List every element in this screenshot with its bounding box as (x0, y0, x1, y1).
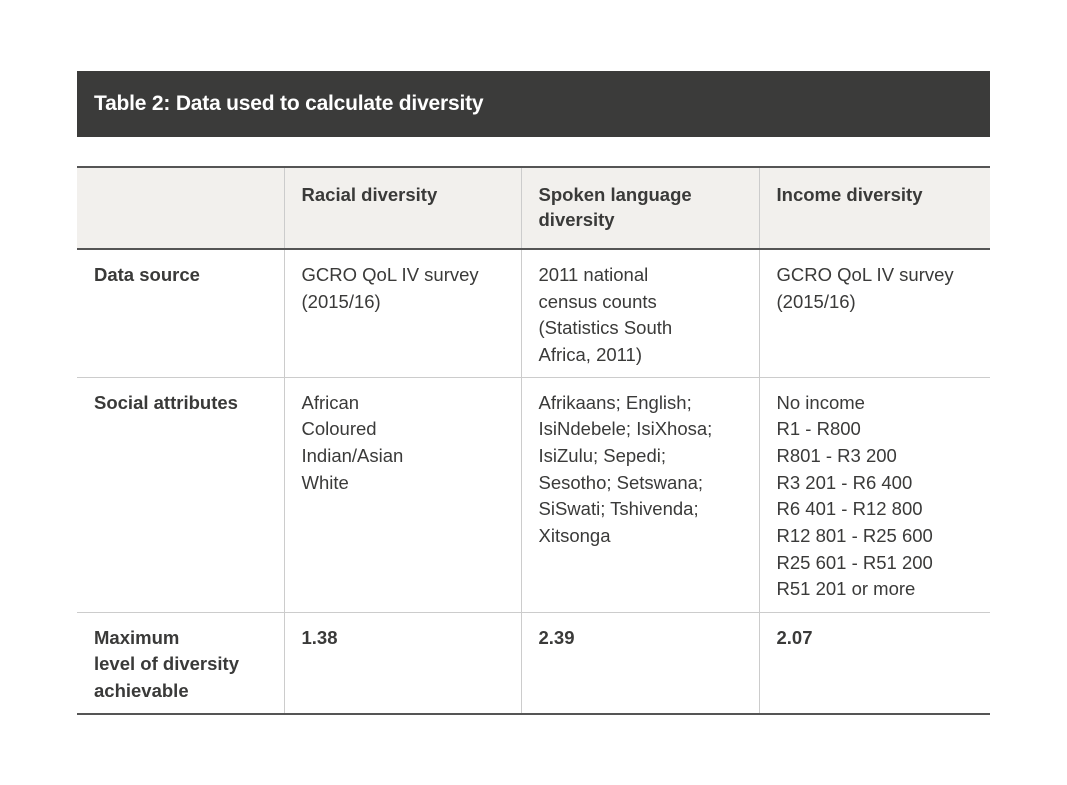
cell-line: (2015/16) (301, 290, 381, 312)
cell-max-income: 2.07 (758, 612, 990, 714)
racial-category: Coloured (301, 418, 377, 440)
header-income-diversity: Income diversity (758, 167, 990, 249)
language-list-line: IsiNdebele; IsiXhosa; (538, 418, 713, 440)
header-racial-diversity: Racial diversity (283, 167, 521, 249)
row-label-line: Maximum (94, 626, 180, 648)
racial-category: African (301, 391, 360, 413)
racial-category: Indian/Asian (301, 444, 404, 466)
cell-max-language: 2.39 (520, 612, 759, 714)
income-bracket: No income (776, 391, 865, 413)
cell-attributes-income: No income R1 - R800 R801 - R3 200 R3 201… (758, 377, 990, 612)
table-header-row: Racial diversity Spoken language diversi… (77, 167, 990, 249)
language-list-line: Xitsonga (538, 525, 611, 547)
income-bracket: R25 601 - R51 200 (776, 551, 933, 573)
row-label-social-attributes: Social attributes (94, 391, 238, 413)
table-row-data-source: Data source GCRO QoL IV survey (2015/16)… (77, 249, 990, 377)
income-bracket: R3 201 - R6 400 (776, 471, 913, 493)
cell-attributes-racial: African Coloured Indian/Asian White (283, 377, 521, 612)
language-list-line: SiSwati; Tshivenda; (538, 498, 699, 520)
cell-max-racial: 1.38 (283, 612, 521, 714)
table-title: Table 2: Data used to calculate diversit… (94, 92, 484, 115)
income-bracket: R12 801 - R25 600 (776, 525, 933, 547)
income-bracket: R1 - R800 (776, 418, 861, 440)
income-bracket: R51 201 or more (776, 578, 916, 600)
header-spoken-language-diversity: Spoken language diversity (520, 167, 759, 249)
cell-attributes-language: Afrikaans; English; IsiNdebele; IsiXhosa… (520, 377, 759, 612)
row-label-max-diversity: Maximum level of diversity achievable (77, 612, 284, 714)
cell-line: census counts (538, 290, 657, 312)
cell-data-source-racial: GCRO QoL IV survey (2015/16) (283, 249, 521, 377)
table-row-max-diversity: Maximum level of diversity achievable 1.… (77, 612, 990, 714)
row-label-line: level of diversity (94, 653, 239, 675)
cell-line: Africa, 2011) (538, 344, 643, 366)
cell-line: 2011 national (538, 264, 649, 285)
header-cell-empty (77, 167, 284, 249)
row-label-line: achievable (94, 679, 189, 701)
cell-data-source-income: GCRO QoL IV survey (2015/16) (758, 249, 990, 377)
income-bracket: R801 - R3 200 (776, 444, 897, 466)
diversity-data-table: Racial diversity Spoken language diversi… (77, 166, 990, 715)
cell-line: (2015/16) (776, 290, 856, 312)
cell-line: GCRO QoL IV survey (776, 264, 954, 285)
language-list-line: IsiZulu; Sepedi; (538, 444, 667, 466)
cell-data-source-language: 2011 national census counts (Statistics … (520, 249, 759, 377)
row-label-data-source: Data source (94, 264, 200, 285)
cell-line: GCRO QoL IV survey (301, 264, 479, 285)
racial-category: White (301, 471, 349, 493)
income-bracket: R6 401 - R12 800 (776, 498, 923, 520)
language-list-line: Sesotho; Setswana; (538, 471, 704, 493)
table-row-social-attributes: Social attributes African Coloured India… (77, 377, 990, 612)
table-title-bar: Table 2: Data used to calculate diversit… (77, 71, 990, 137)
cell-line: (Statistics South (538, 317, 673, 339)
language-list-line: Afrikaans; English; (538, 391, 692, 413)
